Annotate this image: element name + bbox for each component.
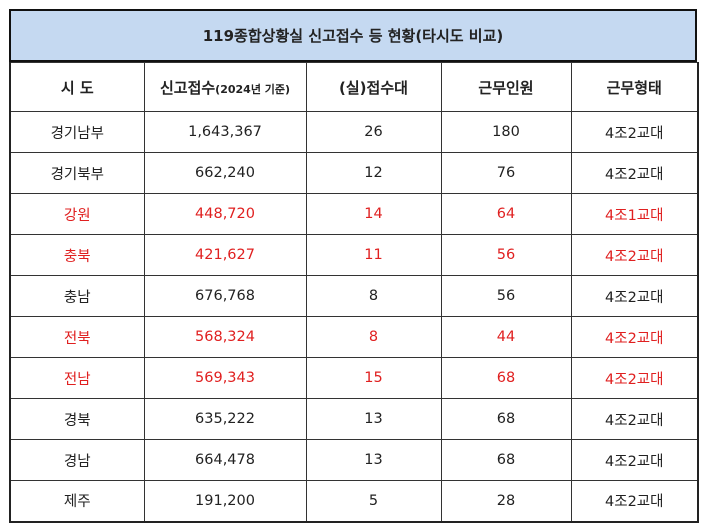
reports-cell: 1,643,367 [143,111,307,153]
region-cell: 경남 [9,439,145,481]
staff-cell: 44 [440,316,572,358]
table-row: 경기북부 662,240 12 76 4조2교대 [9,152,699,194]
header-staff: 근무인원 [440,62,572,112]
table-row: 충북 421,627 11 56 4조2교대 [9,234,699,276]
region-cell: 경기북부 [9,152,145,194]
header-shift: 근무형태 [570,62,699,112]
region-cell: 강원 [9,193,145,235]
shift-cell: 4조2교대 [570,480,699,522]
table-row: 경남 664,478 13 68 4조2교대 [9,439,699,481]
header-region: 시 도 [9,62,145,112]
staff-cell: 76 [440,152,572,194]
shift-cell: 4조2교대 [570,111,699,153]
staff-cell: 68 [440,357,572,399]
region-cell: 충남 [9,275,145,317]
table-title: 119종합상황실 신고접수 등 현황(타시도 비교) [9,9,697,62]
desks-cell: 8 [305,275,442,317]
reports-cell: 568,324 [143,316,307,358]
table-row: 전남 569,343 15 68 4조2교대 [9,357,699,399]
region-cell: 충북 [9,234,145,276]
region-cell: 전북 [9,316,145,358]
staff-cell: 68 [440,439,572,481]
table-row: 경북 635,222 13 68 4조2교대 [9,398,699,440]
shift-cell: 4조2교대 [570,398,699,440]
region-cell: 전남 [9,357,145,399]
shift-cell: 4조2교대 [570,439,699,481]
header-row: 시 도 신고접수(2024년 기준) (실)접수대 근무인원 근무형태 [9,62,699,112]
table-row: 전북 568,324 8 44 4조2교대 [9,316,699,358]
reports-cell: 664,478 [143,439,307,481]
staff-cell: 56 [440,234,572,276]
shift-cell: 4조2교대 [570,152,699,194]
shift-cell: 4조2교대 [570,275,699,317]
desks-cell: 14 [305,193,442,235]
desks-cell: 11 [305,234,442,276]
staff-cell: 28 [440,480,572,522]
staff-cell: 68 [440,398,572,440]
table-row: 강원 448,720 14 64 4조1교대 [9,193,699,235]
shift-cell: 4조2교대 [570,234,699,276]
desks-cell: 5 [305,480,442,522]
shift-cell: 4조1교대 [570,193,699,235]
reports-cell: 635,222 [143,398,307,440]
region-cell: 경기남부 [9,111,145,153]
region-cell: 제주 [9,480,145,522]
table-row: 경기남부 1,643,367 26 180 4조2교대 [9,111,699,153]
header-desks: (실)접수대 [305,62,442,112]
header-reports: 신고접수(2024년 기준) [143,62,307,112]
region-cell: 경북 [9,398,145,440]
desks-cell: 8 [305,316,442,358]
shift-cell: 4조2교대 [570,357,699,399]
reports-cell: 662,240 [143,152,307,194]
reports-cell: 421,627 [143,234,307,276]
desks-cell: 13 [305,439,442,481]
desks-cell: 26 [305,111,442,153]
reports-cell: 191,200 [143,480,307,522]
staff-cell: 64 [440,193,572,235]
shift-cell: 4조2교대 [570,316,699,358]
table-row: 제주 191,200 5 28 4조2교대 [9,480,699,522]
desks-cell: 12 [305,152,442,194]
reports-cell: 448,720 [143,193,307,235]
reports-cell: 676,768 [143,275,307,317]
comparison-table-sheet: 119종합상황실 신고접수 등 현황(타시도 비교) 시 도 신고접수(2024… [9,9,699,523]
desks-cell: 15 [305,357,442,399]
reports-cell: 569,343 [143,357,307,399]
comparison-table: 시 도 신고접수(2024년 기준) (실)접수대 근무인원 근무형태 경기남부… [9,62,699,523]
staff-cell: 56 [440,275,572,317]
staff-cell: 180 [440,111,572,153]
desks-cell: 13 [305,398,442,440]
table-row: 충남 676,768 8 56 4조2교대 [9,275,699,317]
